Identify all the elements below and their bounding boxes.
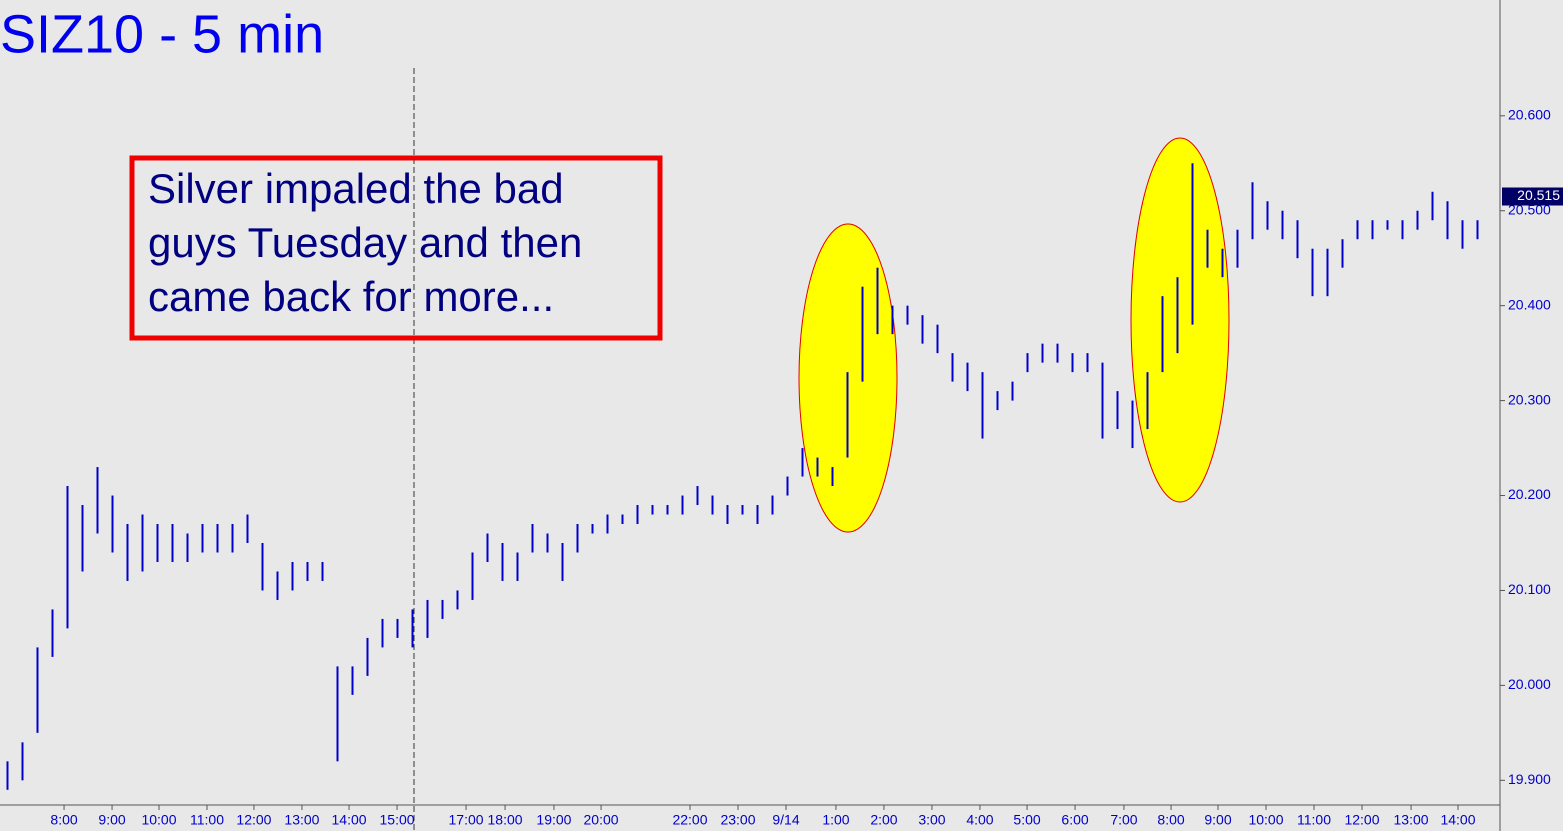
annotation-line: guys Tuesday and then: [148, 219, 582, 266]
highlight-ellipse: [1130, 137, 1230, 503]
y-tick-label: 19.900: [1508, 771, 1551, 787]
x-tick-label: 9/14: [772, 812, 799, 828]
last-price-tag: [1502, 187, 1563, 206]
x-tick-label: 9:00: [1204, 812, 1231, 828]
last-price-label: 20.515: [1517, 187, 1560, 203]
x-tick-label: 14:00: [332, 812, 367, 828]
x-tick-label: 13:00: [1394, 812, 1429, 828]
x-tick-label: 1:00: [822, 812, 849, 828]
x-tick-label: 19:00: [536, 812, 571, 828]
y-tick-label: 20.100: [1508, 581, 1551, 597]
x-tick-label: 11:00: [190, 812, 224, 828]
x-tick-label: 15:00: [380, 812, 415, 828]
x-tick-label: 18:00: [488, 812, 523, 828]
y-tick-label: 20.000: [1508, 676, 1551, 692]
annotation-line: came back for more...: [148, 273, 554, 320]
x-tick-label: 10:00: [141, 812, 176, 828]
x-tick-label: 12:00: [1344, 812, 1379, 828]
annotation-box: [129, 155, 663, 341]
x-tick-label: 3:00: [918, 812, 945, 828]
x-tick-label: 5:00: [1013, 812, 1040, 828]
x-tick-label: 10:00: [1248, 812, 1283, 828]
x-tick-label: 9:00: [98, 812, 125, 828]
annotation-line: Silver impaled the bad: [148, 165, 564, 212]
x-tick-label: 8:00: [1157, 812, 1184, 828]
x-tick-label: 7:00: [1110, 812, 1137, 828]
y-tick-label: 20.200: [1508, 486, 1551, 502]
x-tick-label: 2:00: [870, 812, 897, 828]
y-tick-label: 20.400: [1508, 296, 1551, 312]
y-tick-label: 20.300: [1508, 391, 1551, 407]
x-tick-label: 8:00: [50, 812, 77, 828]
chart-title: SIZ10 - 5 min: [0, 4, 324, 64]
x-tick-label: 6:00: [1061, 812, 1088, 828]
y-tick-label: 20.600: [1508, 107, 1551, 123]
x-tick-label: 22:00: [672, 812, 707, 828]
x-tick-label: 12:00: [236, 812, 271, 828]
x-tick-label: 23:00: [720, 812, 755, 828]
x-tick-label: 20:00: [584, 812, 619, 828]
x-tick-label: 14:00: [1440, 812, 1475, 828]
x-tick-label: 4:00: [966, 812, 993, 828]
x-tick-label: 17:00: [449, 812, 484, 828]
x-tick-label: 13:00: [284, 812, 319, 828]
x-tick-label: 11:00: [1297, 812, 1331, 828]
